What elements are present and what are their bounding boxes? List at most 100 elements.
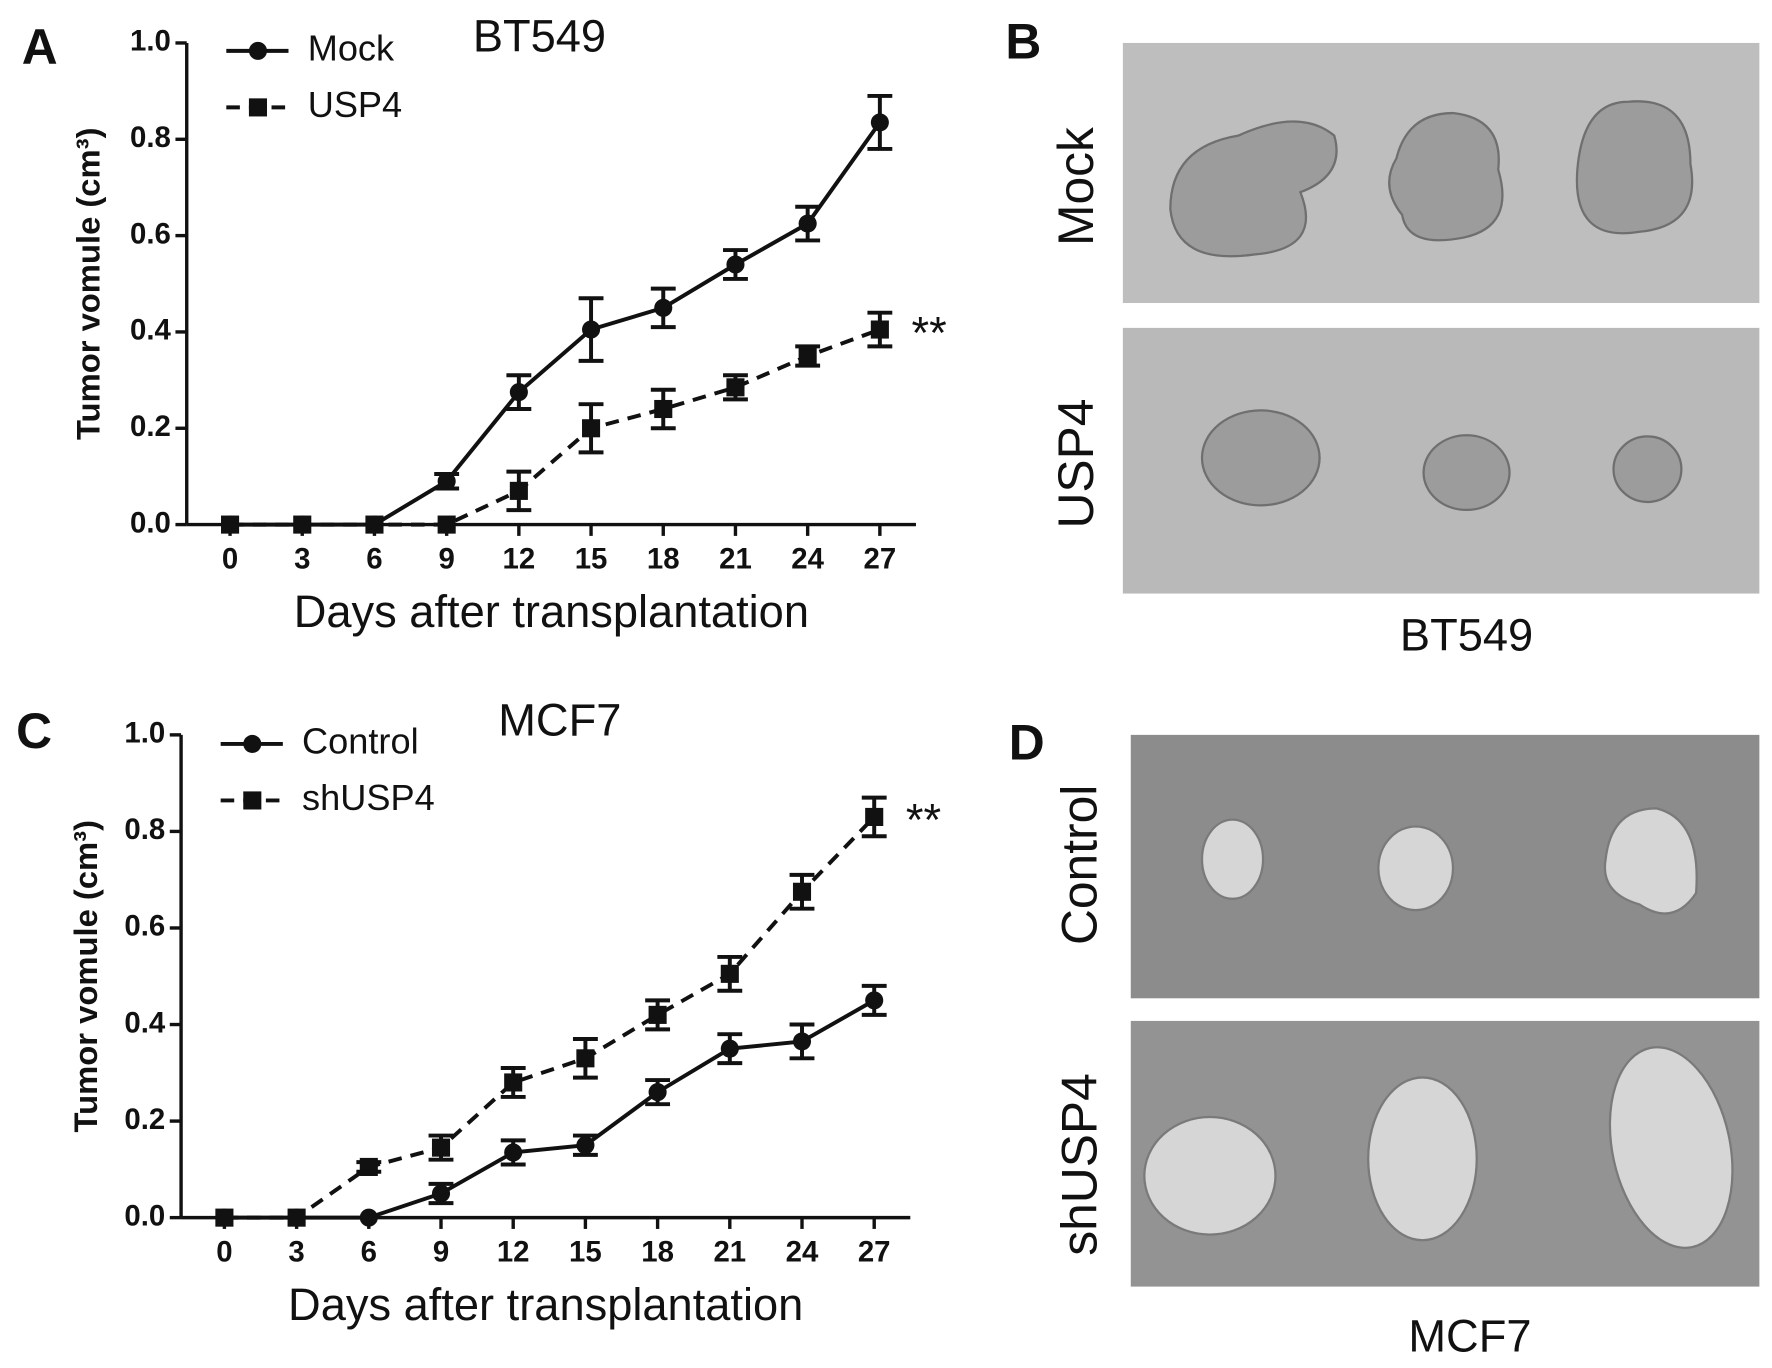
panel-label: C [16, 703, 52, 759]
x-tick-label: 27 [864, 543, 897, 576]
caption: MCF7 [1408, 1311, 1531, 1362]
x-tick-label: 12 [497, 1236, 530, 1269]
marker [359, 1208, 378, 1227]
marker [648, 1083, 667, 1102]
y-axis-label: Tumor vomule (cm³) [67, 820, 104, 1133]
x-tick-label: 9 [433, 1236, 449, 1269]
marker [870, 320, 889, 339]
y-tick-label: 0.4 [124, 1006, 165, 1039]
photo-panel-d: D Control shUSP4 MCF7 [1009, 714, 1760, 1362]
marker [504, 1073, 523, 1092]
marker [792, 882, 812, 901]
series-line [230, 327, 881, 527]
marker [865, 807, 884, 826]
x-tick-label: 15 [575, 543, 608, 576]
marker [431, 1184, 451, 1203]
series-line [224, 815, 876, 1220]
y-tick-label: 0.8 [130, 121, 171, 154]
x-tick-label: 21 [719, 543, 752, 576]
series-line [230, 121, 882, 527]
legend-label: Control [302, 720, 419, 761]
marker [437, 472, 456, 491]
legend-marker [248, 98, 268, 117]
marker [582, 419, 601, 438]
photo-panel-b: B Mock USP4 BT549 [1005, 13, 1760, 661]
marker [865, 991, 884, 1010]
x-tick-label: 18 [641, 1236, 674, 1269]
y-tick-label: 0.2 [130, 410, 171, 443]
x-tick-label: 24 [791, 543, 824, 576]
marker [792, 1032, 812, 1051]
marker [720, 964, 739, 983]
marker [798, 346, 817, 366]
legend-marker [243, 791, 262, 810]
x-tick-label: 12 [503, 543, 536, 576]
chart-title: MCF7 [498, 695, 621, 746]
x-tick-label: 3 [294, 543, 310, 576]
panel-label: B [1005, 13, 1041, 69]
marker [576, 1136, 595, 1155]
x-tick-label: 0 [216, 1236, 232, 1269]
series-line [224, 998, 876, 1220]
marker [726, 255, 745, 274]
x-tick-label: 27 [858, 1236, 891, 1269]
marker [720, 1039, 739, 1058]
y-tick-label: 0.0 [130, 506, 171, 539]
panel-label: D [1009, 714, 1045, 770]
y-tick-label: 0.0 [124, 1199, 165, 1232]
marker [654, 298, 673, 317]
caption: BT549 [1400, 610, 1533, 661]
y-tick-label: 0.6 [130, 217, 171, 250]
x-tick-label: 6 [366, 543, 382, 576]
marker [221, 515, 240, 534]
panel-label: A [22, 19, 58, 75]
marker [576, 1049, 595, 1068]
marker [437, 515, 456, 534]
marker [431, 1138, 451, 1157]
x-tick-label: 0 [222, 543, 238, 576]
legend-label: Mock [308, 27, 395, 68]
tumors [1143, 807, 1734, 1249]
y-tick-label: 0.2 [124, 1103, 165, 1136]
marker [287, 1208, 306, 1227]
x-tick-label: 21 [713, 1236, 746, 1269]
marker [582, 320, 601, 339]
marker [509, 481, 528, 500]
marker [215, 1208, 234, 1227]
y-tick-label: 1.0 [130, 25, 171, 58]
row-label: Control [1051, 785, 1107, 945]
marker [509, 383, 528, 402]
x-tick-label: 15 [569, 1236, 602, 1269]
marker [359, 1157, 378, 1176]
row-label: USP4 [1048, 399, 1104, 529]
y-tick-label: 0.8 [124, 813, 165, 846]
annotation: ** [906, 795, 941, 846]
x-axis-label: Days after transplantation [288, 1279, 803, 1330]
x-tick-label: 18 [647, 543, 680, 576]
marker [798, 214, 817, 233]
annotation: ** [912, 307, 947, 358]
legend-marker [243, 734, 262, 753]
y-axis-label: Tumor vomule (cm³) [69, 128, 106, 441]
row-label: Mock [1048, 127, 1104, 246]
marker [870, 113, 889, 132]
y-tick-label: 1.0 [124, 717, 165, 750]
tumors [1169, 100, 1694, 512]
marker [504, 1143, 523, 1162]
x-tick-label: 3 [288, 1236, 304, 1269]
marker [648, 1005, 667, 1024]
legend-label: shUSP4 [302, 777, 435, 818]
marker [293, 515, 312, 534]
x-tick-label: 9 [438, 543, 454, 576]
marker [654, 399, 673, 419]
x-tick-label: 24 [786, 1236, 819, 1269]
chart-title: BT549 [473, 11, 606, 62]
marker [365, 515, 384, 534]
x-tick-label: 6 [361, 1236, 377, 1269]
row-label: shUSP4 [1051, 1073, 1107, 1255]
y-tick-label: 0.4 [130, 314, 171, 347]
legend-marker [248, 41, 268, 60]
y-tick-label: 0.6 [124, 910, 165, 943]
marker [726, 378, 745, 397]
